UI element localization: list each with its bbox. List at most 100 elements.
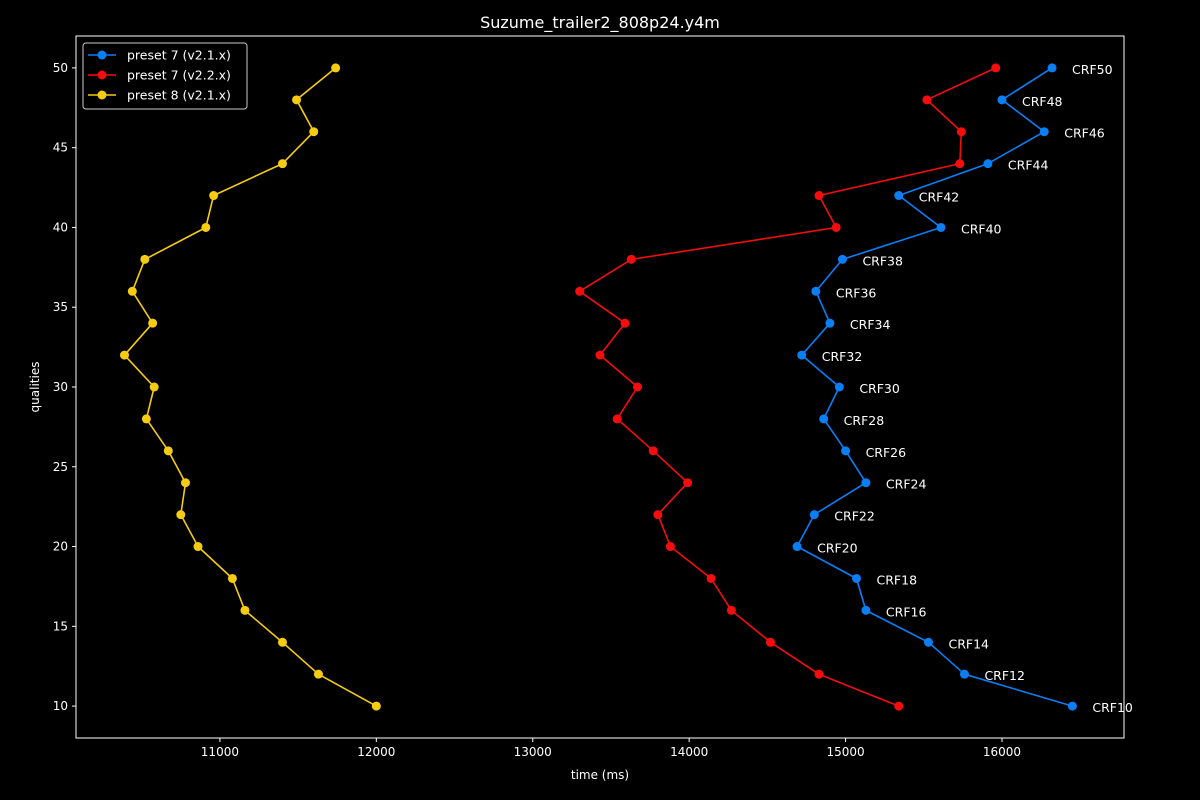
data-point bbox=[620, 318, 630, 328]
data-point bbox=[991, 63, 1001, 73]
y-tick-label: 50 bbox=[53, 61, 68, 75]
y-tick-label: 25 bbox=[53, 460, 68, 474]
data-point bbox=[959, 669, 969, 679]
data-point bbox=[277, 159, 287, 169]
crf-label: CRF12 bbox=[984, 668, 1025, 683]
data-point bbox=[936, 222, 946, 232]
data-point bbox=[127, 286, 137, 296]
data-point bbox=[841, 446, 851, 456]
crf-label: CRF32 bbox=[822, 349, 863, 364]
crf-label: CRF50 bbox=[1072, 62, 1113, 77]
data-point bbox=[141, 414, 151, 424]
data-point bbox=[371, 701, 381, 711]
data-point bbox=[292, 95, 302, 105]
crf-label: CRF24 bbox=[886, 477, 927, 492]
crf-label: CRF16 bbox=[886, 604, 927, 619]
data-point bbox=[309, 127, 319, 137]
legend-box bbox=[82, 42, 248, 110]
legend-swatch-marker bbox=[97, 70, 107, 80]
crf-label: CRF18 bbox=[877, 572, 918, 587]
data-point bbox=[983, 159, 993, 169]
data-point bbox=[956, 127, 966, 137]
annotations: CRF10 CRF12 CRF14 CRF16 CRF18 CRF20 CRF22 CRF24… bbox=[817, 62, 1133, 715]
x-tick-label: 11000 bbox=[201, 745, 239, 759]
data-point bbox=[792, 542, 802, 552]
data-point bbox=[626, 254, 636, 264]
data-point bbox=[148, 318, 158, 328]
data-point bbox=[1047, 63, 1057, 73]
y-tick-label: 35 bbox=[53, 300, 68, 314]
legend-label: preset 8 (v2.1.x) bbox=[127, 88, 231, 103]
crf-label: CRF42 bbox=[919, 190, 960, 205]
x-tick-label: 12000 bbox=[357, 745, 395, 759]
data-point bbox=[811, 286, 821, 296]
data-point bbox=[922, 95, 932, 105]
crf-label: CRF22 bbox=[834, 509, 875, 524]
data-point bbox=[831, 222, 841, 232]
data-point bbox=[683, 478, 693, 488]
data-point bbox=[894, 191, 904, 201]
data-point bbox=[240, 605, 250, 615]
y-axis: 10 15 20 25 30 35 40 45 50 bbox=[53, 61, 76, 713]
crf-label: CRF38 bbox=[862, 253, 903, 268]
x-tick-label: 14000 bbox=[670, 745, 708, 759]
data-point bbox=[119, 350, 129, 360]
data-point bbox=[955, 159, 965, 169]
data-point bbox=[201, 222, 211, 232]
chart-title: Suzume_trailer2_808p24.y4m bbox=[480, 13, 720, 33]
series-3 bbox=[119, 63, 381, 711]
x-tick-label: 13000 bbox=[514, 745, 552, 759]
legend: preset 7 (v2.1.x) preset 7 (v2.2.x) preset… bbox=[82, 42, 248, 110]
crf-label: CRF44 bbox=[1008, 158, 1049, 173]
crf-label: CRF34 bbox=[850, 317, 891, 332]
data-point bbox=[1067, 701, 1077, 711]
crf-label: CRF40 bbox=[961, 221, 1002, 236]
data-point bbox=[997, 95, 1007, 105]
legend-swatch-marker bbox=[97, 90, 107, 100]
crf-label: CRF14 bbox=[948, 636, 989, 651]
data-point bbox=[861, 478, 871, 488]
data-point bbox=[894, 701, 904, 711]
data-point bbox=[726, 605, 736, 615]
data-point bbox=[834, 382, 844, 392]
crf-label: CRF36 bbox=[836, 285, 877, 300]
data-point bbox=[809, 510, 819, 520]
data-point bbox=[575, 286, 585, 296]
x-tick-label: 16000 bbox=[983, 745, 1021, 759]
data-point bbox=[665, 542, 675, 552]
y-axis-label: qualities bbox=[28, 362, 42, 413]
crf-label: CRF48 bbox=[1022, 94, 1063, 109]
data-point bbox=[612, 414, 622, 424]
y-tick-label: 30 bbox=[53, 380, 68, 394]
crf-label: CRF20 bbox=[817, 541, 858, 556]
crf-label: CRF28 bbox=[844, 413, 885, 428]
x-axis: 11000 12000 13000 14000 15000 16000 bbox=[201, 738, 1021, 759]
legend-label: preset 7 (v2.1.x) bbox=[127, 48, 231, 63]
y-tick-label: 20 bbox=[53, 540, 68, 554]
legend-label: preset 7 (v2.2.x) bbox=[127, 68, 231, 83]
series-1 bbox=[792, 63, 1077, 711]
data-point bbox=[193, 542, 203, 552]
data-point bbox=[861, 605, 871, 615]
y-tick-label: 45 bbox=[53, 141, 68, 155]
crf-label: CRF10 bbox=[1092, 700, 1133, 715]
data-point bbox=[1039, 127, 1049, 137]
data-point bbox=[825, 318, 835, 328]
data-point bbox=[814, 669, 824, 679]
x-axis-label: time (ms) bbox=[571, 768, 629, 782]
data-point bbox=[837, 254, 847, 264]
series-2 bbox=[575, 63, 1001, 711]
crf-label: CRF30 bbox=[859, 381, 900, 396]
data-point bbox=[176, 510, 186, 520]
data-point bbox=[277, 637, 287, 647]
data-point bbox=[227, 573, 237, 583]
data-point bbox=[149, 382, 159, 392]
data-point bbox=[852, 573, 862, 583]
crf-label: CRF26 bbox=[866, 445, 907, 460]
data-point bbox=[180, 478, 190, 488]
data-point bbox=[923, 637, 933, 647]
data-point bbox=[331, 63, 341, 73]
data-point bbox=[633, 382, 643, 392]
